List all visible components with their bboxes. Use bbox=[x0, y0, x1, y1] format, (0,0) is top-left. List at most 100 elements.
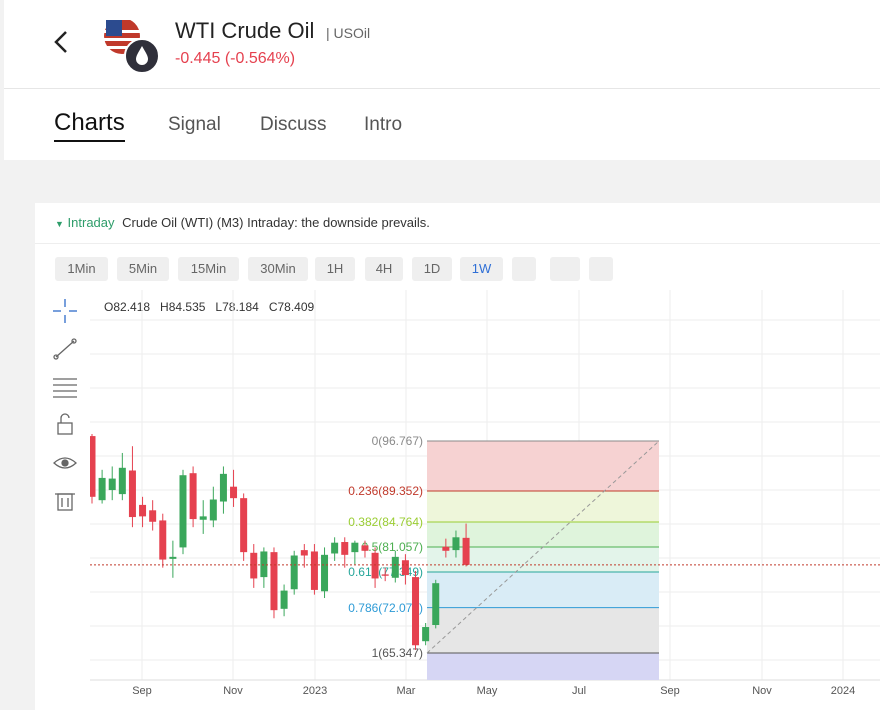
ohlc-value: 84.535 bbox=[168, 300, 206, 314]
visibility-tool[interactable] bbox=[53, 457, 77, 469]
ohlc-label: L bbox=[215, 300, 223, 314]
candle-body bbox=[179, 475, 187, 548]
ohlc-readout: O82.418 H84.535 L78.184 C78.409 bbox=[104, 300, 314, 314]
candle-type-button[interactable] bbox=[512, 257, 536, 281]
timeframe-button[interactable]: 1H bbox=[315, 257, 355, 281]
fullscreen-button[interactable] bbox=[589, 257, 613, 281]
candle-body bbox=[351, 542, 359, 553]
candle-body bbox=[452, 537, 460, 551]
analysis: ▼ Intraday Crude Oil (WTI) (M3) Intraday… bbox=[55, 215, 430, 230]
candle-body bbox=[139, 504, 147, 517]
ohlc-value: 82.418 bbox=[113, 300, 151, 314]
fib-label: 0.236(89.352) bbox=[348, 484, 423, 498]
lock-tool[interactable] bbox=[57, 413, 73, 435]
x-tick-label: 2024 bbox=[831, 685, 855, 697]
symbol: | USOil bbox=[326, 25, 371, 41]
x-tick-label: May bbox=[477, 685, 498, 697]
x-tick-label: Mar bbox=[397, 685, 416, 697]
tab[interactable]: Charts bbox=[54, 109, 125, 142]
candle-body bbox=[260, 551, 268, 578]
fib-zone bbox=[427, 572, 659, 608]
tab-bar: Charts Signal Discuss Intro bbox=[4, 89, 880, 160]
ohlc-label: C bbox=[268, 300, 278, 314]
candle-body bbox=[219, 473, 227, 502]
timeframe-button[interactable]: 1D bbox=[412, 257, 452, 281]
x-tick-label: Jul bbox=[572, 685, 586, 697]
back-button[interactable] bbox=[54, 31, 67, 53]
fib-label: 0(96.767) bbox=[372, 434, 423, 448]
line-tool[interactable] bbox=[53, 338, 77, 360]
timeframe-button[interactable]: 4H bbox=[365, 257, 403, 281]
candle-body bbox=[381, 574, 389, 576]
candle-body bbox=[250, 552, 258, 579]
candle-body bbox=[331, 542, 339, 554]
candle-body bbox=[341, 542, 349, 555]
candle-body bbox=[280, 590, 288, 609]
header: WTI Crude Oil | USOil -0.445 (-0.564%) bbox=[4, 0, 880, 89]
analysis-tag[interactable]: Intraday bbox=[67, 215, 115, 230]
indicator-button[interactable] bbox=[550, 257, 580, 281]
candle-body bbox=[432, 583, 440, 626]
candle-body bbox=[371, 552, 379, 579]
fib-label: 0.382(84.764) bbox=[348, 515, 423, 529]
candle-body bbox=[128, 470, 136, 518]
delete-tool[interactable] bbox=[55, 493, 75, 511]
timeframe-button[interactable]: 5Min bbox=[117, 257, 169, 281]
candle-body bbox=[310, 551, 318, 590]
candle-body bbox=[199, 516, 207, 520]
candle-body bbox=[270, 552, 278, 611]
candlestick-chart: Sep Nov 2023 Mar May Jul Sep Nov 2024 0(96.767) 0.… bbox=[90, 290, 880, 697]
fib-tool[interactable] bbox=[53, 378, 77, 398]
ohlc-label: O bbox=[104, 300, 114, 314]
candle-body bbox=[90, 436, 96, 497]
fib-zone bbox=[427, 491, 659, 523]
ohlc-value: 78.184 bbox=[222, 300, 259, 314]
candle-body bbox=[98, 477, 106, 501]
candle-body bbox=[462, 537, 470, 565]
title: WTI Crude Oil bbox=[175, 18, 315, 43]
x-tick-label: 2023 bbox=[303, 685, 327, 697]
candle-body bbox=[422, 627, 430, 642]
candle-body bbox=[240, 498, 248, 553]
tab[interactable]: Intro bbox=[364, 114, 403, 135]
timeframe-button[interactable]: 1Min bbox=[55, 257, 108, 281]
candle-body bbox=[108, 478, 116, 491]
candle-body bbox=[300, 550, 308, 556]
fib-zone bbox=[427, 522, 659, 548]
header-icons bbox=[54, 20, 160, 74]
tab[interactable]: Signal bbox=[168, 114, 221, 135]
crosshair-tool[interactable] bbox=[53, 299, 77, 323]
ohlc-value: 78.409 bbox=[277, 300, 315, 314]
fib-zone bbox=[427, 607, 659, 654]
candle-body bbox=[118, 467, 126, 495]
drawing-toolbar bbox=[53, 299, 77, 511]
price-change: -0.445 (-0.564%) bbox=[175, 50, 296, 67]
fib-label: 0.786(72.071) bbox=[348, 601, 423, 615]
candle-body bbox=[321, 554, 329, 592]
candle-body bbox=[361, 545, 369, 551]
candle-body bbox=[401, 560, 409, 576]
candle-body bbox=[412, 577, 420, 646]
candle-body bbox=[209, 499, 217, 521]
fib-trend-line bbox=[426, 440, 660, 654]
tab[interactable]: Discuss bbox=[260, 114, 327, 135]
x-tick-label: Sep bbox=[132, 685, 152, 697]
candle-body bbox=[230, 486, 238, 499]
x-tick-label: Nov bbox=[752, 685, 772, 697]
timeframe-button[interactable]: 1W bbox=[460, 257, 503, 281]
candle-body bbox=[169, 556, 177, 559]
candle-body bbox=[189, 473, 197, 520]
timeframe-button[interactable]: 15Min bbox=[178, 257, 239, 281]
analysis-text: Crude Oil (WTI) (M3) Intraday: the downs… bbox=[122, 215, 430, 230]
candle-body bbox=[442, 546, 450, 551]
candle-body bbox=[391, 556, 399, 578]
fib-zone bbox=[427, 653, 659, 680]
candle-body bbox=[149, 510, 157, 522]
timeframe-button[interactable]: 30Min bbox=[248, 257, 308, 281]
x-tick-label: Sep bbox=[660, 685, 680, 697]
candle-body bbox=[290, 555, 298, 590]
fib-zone bbox=[427, 441, 659, 492]
fib-zone bbox=[427, 547, 659, 573]
candle-body bbox=[159, 520, 167, 560]
